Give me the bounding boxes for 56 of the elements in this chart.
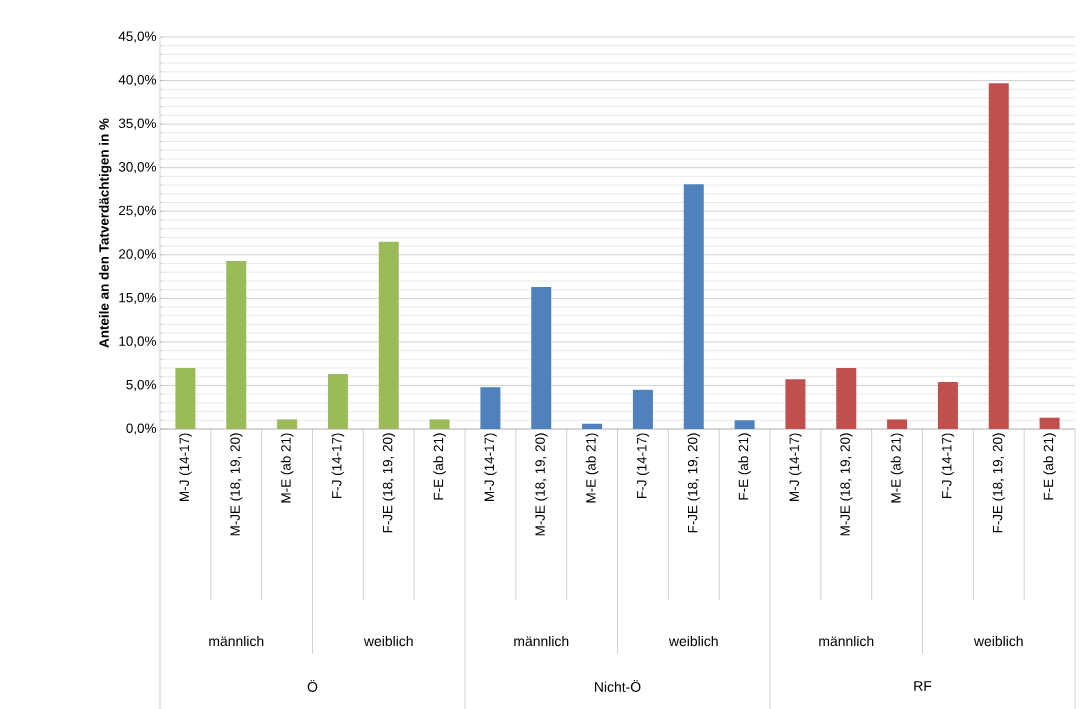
y-tick-label: 0,0% bbox=[126, 423, 156, 435]
bar bbox=[226, 260, 247, 429]
x-tick-label: M-J (14-17) bbox=[484, 433, 497, 501]
y-tick-label: 35,0% bbox=[118, 118, 156, 130]
text: weiblich bbox=[973, 635, 1023, 647]
text: weiblich bbox=[668, 635, 718, 647]
x-tick-label: M-J (14-17) bbox=[789, 433, 802, 501]
bar bbox=[988, 83, 1009, 429]
bar bbox=[887, 419, 908, 429]
x-tick-label: M-JE (18, 19, 20) bbox=[839, 433, 853, 536]
text: männlich bbox=[209, 635, 264, 647]
text: RF bbox=[914, 681, 932, 691]
x-tick-label: F-E (ab 21) bbox=[738, 433, 751, 500]
bar bbox=[175, 368, 196, 429]
x-tick-label: F-E (ab 21) bbox=[433, 433, 446, 500]
y-tick-label: 10,0% bbox=[119, 336, 156, 348]
x-tick-label: F-E (ab 21) bbox=[1043, 433, 1056, 500]
x-tick-label: M-JE (18, 19, 20) bbox=[229, 433, 243, 536]
x-tick-label: M-JE (18, 19, 20) bbox=[534, 433, 548, 536]
y-tick-label: 45,0% bbox=[118, 31, 156, 43]
bar bbox=[683, 184, 704, 429]
x-tick-label: F-JE (18, 19, 20) bbox=[382, 433, 396, 533]
x-tick-label: F-J (14-17) bbox=[636, 433, 650, 498]
x-tick-label: F-JE (18, 19, 20) bbox=[687, 433, 701, 533]
bar bbox=[429, 419, 450, 429]
bar bbox=[277, 419, 298, 429]
bar bbox=[378, 241, 399, 429]
text: weiblich bbox=[363, 635, 413, 647]
x-tick-label: M-J (14-17) bbox=[179, 433, 192, 501]
y-tick-label: 20,0% bbox=[119, 249, 156, 261]
x-tick-label: F-J (14-17) bbox=[941, 433, 955, 498]
x-tick-label: M-E (ab 21) bbox=[890, 433, 904, 503]
text: männlich bbox=[514, 635, 569, 647]
y-tick-label: 25,0% bbox=[119, 205, 156, 217]
bar bbox=[1039, 417, 1060, 429]
bar bbox=[734, 420, 755, 429]
y-axis-title: Anteile an den Tatverdächtigen in % bbox=[98, 118, 112, 348]
y-tick-label: 5,0% bbox=[126, 379, 156, 391]
bar bbox=[937, 381, 958, 429]
text: Nicht-Ö bbox=[595, 680, 641, 692]
x-tick-label: M-E (ab 21) bbox=[280, 433, 294, 503]
y-tick-label: 40,0% bbox=[118, 75, 156, 87]
bar bbox=[531, 287, 552, 429]
bar bbox=[836, 368, 857, 429]
bar bbox=[327, 374, 348, 429]
x-tick-label: F-JE (18, 19, 20) bbox=[992, 433, 1006, 533]
y-tick-label: 15,0% bbox=[119, 292, 156, 304]
x-tick-label: F-J (14-17) bbox=[331, 433, 345, 498]
text: Ö bbox=[307, 680, 318, 692]
bar bbox=[785, 379, 806, 429]
x-tick-label: M-E (ab 21) bbox=[585, 433, 599, 503]
y-tick-label: 30,0% bbox=[118, 162, 156, 174]
bar bbox=[632, 389, 653, 429]
text: männlich bbox=[819, 635, 874, 647]
bar bbox=[480, 387, 501, 429]
bar bbox=[582, 423, 603, 429]
